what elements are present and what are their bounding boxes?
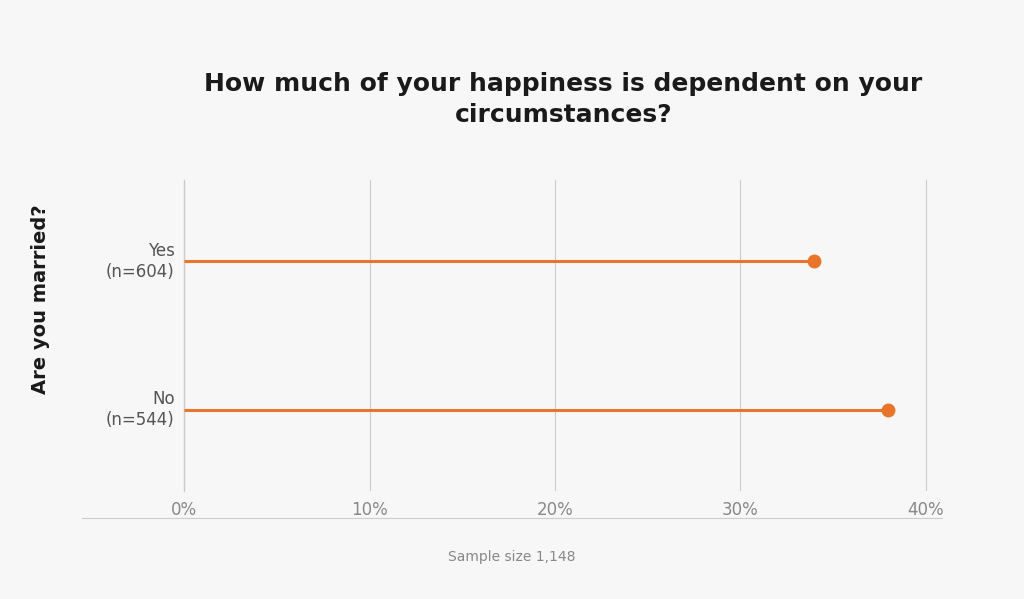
Text: How much of your happiness is dependent on your
circumstances?: How much of your happiness is dependent … bbox=[204, 72, 923, 128]
Text: Are you married?: Are you married? bbox=[32, 205, 50, 394]
Text: Sample size 1,148: Sample size 1,148 bbox=[449, 550, 575, 564]
